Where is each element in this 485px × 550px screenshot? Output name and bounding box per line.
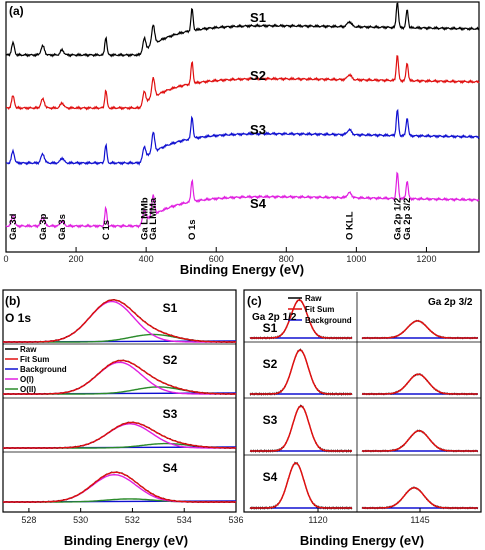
sample-label-S2: S2 (163, 353, 178, 367)
raw-data-right-S2 (361, 372, 479, 396)
sample-label-S4: S4 (163, 461, 178, 475)
fit-sum-S2 (250, 349, 352, 395)
fit-sum-right-S1 (362, 320, 478, 339)
series-label-S1: S1 (250, 10, 266, 25)
oi-component-S4 (3, 473, 236, 503)
sample-label-S3: S3 (263, 413, 278, 427)
legend-label-Raw: Raw (305, 294, 322, 303)
x-tick-label: 1200 (416, 254, 436, 264)
x-tick-label: 536 (228, 515, 243, 525)
x-tick-label: 600 (209, 254, 224, 264)
sample-label-S1: S1 (263, 321, 278, 335)
panel-b-title: O 1s (5, 311, 31, 325)
legend-label-Raw: Raw (20, 345, 37, 354)
fit-sum-right-S4 (362, 487, 478, 509)
sample-label-S2: S2 (263, 357, 278, 371)
series-label-S3: S3 (250, 122, 266, 137)
panel-c-right-label: Ga 2p 3/2 (428, 297, 473, 308)
panel-a-curves (5, 2, 480, 229)
peak-label: Ga LMMa (148, 197, 159, 240)
fit-sum-S3 (250, 405, 352, 452)
oi-component-S1 (3, 300, 236, 343)
sample-label-S4: S4 (263, 470, 278, 484)
panel-a-series-labels: S1 S2 S3 S4 (250, 10, 267, 211)
fit-sum-S4 (250, 462, 352, 509)
peak-label: Ga LMMb (139, 197, 150, 240)
x-tick-label: 800 (279, 254, 294, 264)
x-tick-label: 200 (69, 254, 84, 264)
fit-sum-right-S3 (362, 430, 478, 452)
series-line-S4 (5, 171, 480, 229)
panel-b-xlabel: Binding Energy (eV) (64, 533, 188, 548)
peak-label: O KLL (344, 211, 355, 240)
fit-sum-S2 (3, 359, 236, 395)
panel-c-left-label: Ga 2p 1/2 (252, 312, 297, 323)
legend-label-Background: Background (20, 365, 67, 374)
panel-c-content: S1 S2 S3 S4 Raw Fit Sum Background 1120 1145 (244, 292, 481, 525)
legend-label-O(I): O(I) (20, 375, 34, 384)
series-line-S3 (5, 108, 480, 166)
x-tick-label: 1000 (346, 254, 366, 264)
panel-b-label: (b) (5, 294, 20, 308)
series-label-S4: S4 (250, 196, 267, 211)
legend-label-Background: Background (305, 316, 352, 325)
panel-c-frame (243, 289, 482, 513)
oi-component-S3 (3, 423, 236, 449)
fit-sum-S4 (3, 471, 236, 503)
fit-sum-S1 (3, 299, 236, 343)
x-tick-label: 530 (73, 515, 88, 525)
fit-sum-right-S2 (362, 373, 478, 395)
sample-label-S3: S3 (163, 407, 178, 421)
peak-label: Ga 3s (57, 214, 68, 240)
x-tick-label: 400 (139, 254, 154, 264)
fit-sum-S1 (250, 299, 352, 339)
x-tick-label: 534 (177, 515, 192, 525)
panel-a-ticks: 0 200 400 600 800 1000 1200 (3, 247, 436, 264)
series-line-S1 (5, 2, 480, 58)
panel-c-label: (c) (247, 294, 262, 308)
peak-label: C 1s (101, 220, 112, 240)
fit-sum-S3 (3, 421, 237, 449)
raw-data-right-S3 (361, 429, 479, 453)
panel-a-label: (a) (9, 4, 24, 18)
series-label-S2: S2 (250, 68, 266, 83)
series-line-S2 (5, 55, 480, 111)
sample-label-S1: S1 (163, 301, 178, 315)
raw-data-S1 (2, 298, 237, 344)
legend-label-Fit Sum: Fit Sum (305, 305, 334, 314)
peak-label: Ga 2p 3/2 (402, 198, 413, 240)
panel-a-xlabel: Binding Energy (eV) (180, 262, 304, 277)
panel-b-frame (2, 289, 237, 513)
x-tick-label: 1120 (308, 515, 327, 525)
panel-a-frame (5, 1, 480, 253)
x-tick-label: 1145 (410, 515, 429, 525)
legend-label-O(II): O(II) (20, 385, 36, 394)
x-tick-label: 0 (3, 254, 8, 264)
peak-label: Ga 3p (38, 213, 49, 240)
legend-label-Fit Sum: Fit Sum (20, 355, 49, 364)
raw-data-right-S1 (361, 319, 479, 340)
x-tick-label: 532 (125, 515, 140, 525)
x-tick-label: 528 (21, 515, 36, 525)
raw-data-S4 (2, 471, 237, 504)
peak-label: Ga 2p 1/2 (393, 198, 404, 240)
peak-label: Ga 3d (8, 213, 19, 240)
peak-label: O 1s (187, 219, 198, 240)
panel-c-xlabel: Binding Energy (eV) (300, 533, 424, 548)
